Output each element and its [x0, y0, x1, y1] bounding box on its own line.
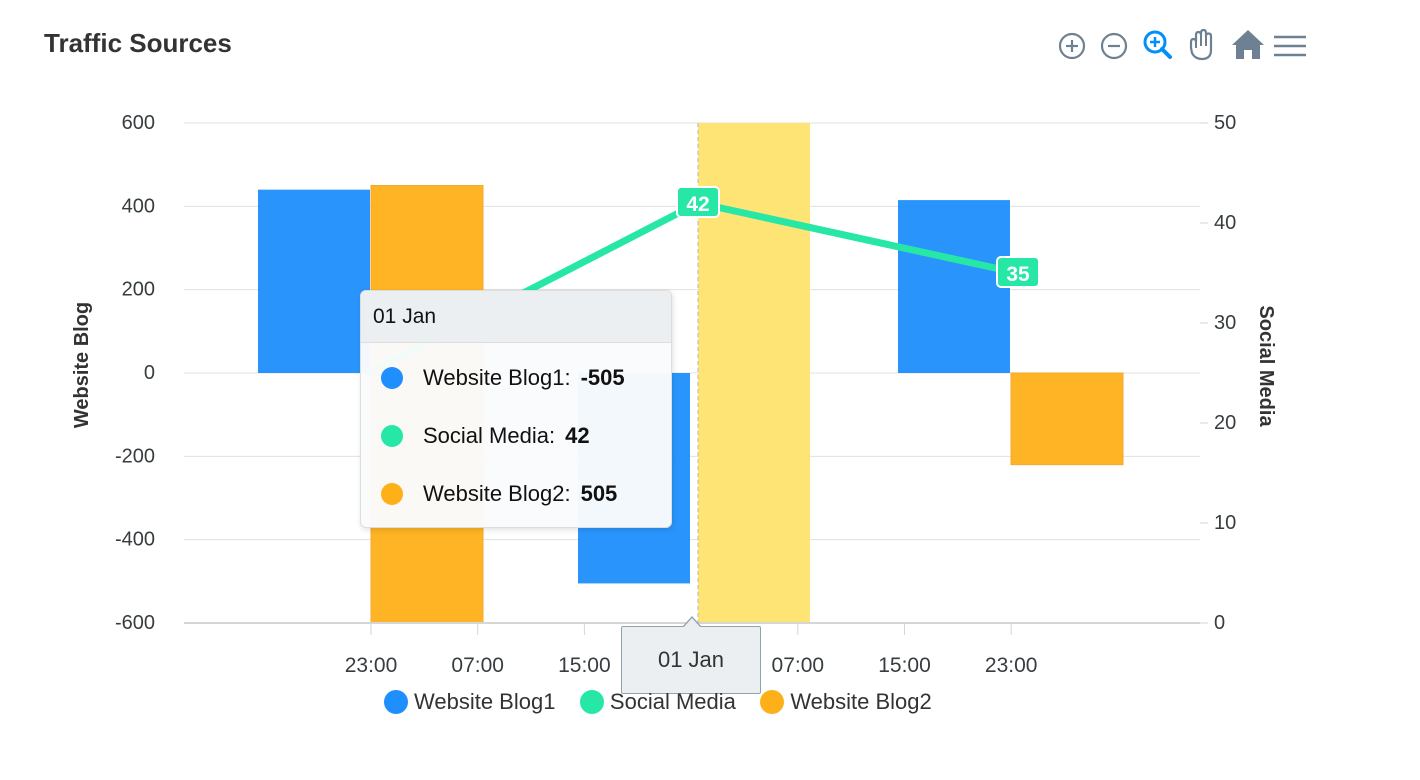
series-marker-icon	[381, 425, 403, 447]
x-tick-label: 07:00	[772, 654, 825, 677]
y2-axis-labels: 50 40 30 20 10 0	[1200, 112, 1236, 634]
x-tick-label: 07:00	[451, 654, 504, 677]
series-marker-icon	[381, 367, 403, 389]
bar-website-blog1	[258, 189, 370, 373]
y-tick-label: -600	[115, 612, 155, 634]
y2-tick-label: 10	[1214, 512, 1236, 534]
x-tick-label: 15:00	[878, 654, 931, 677]
y2-tick-label: 50	[1214, 112, 1236, 134]
y-tick-label: 0	[144, 362, 155, 384]
y2-tick-label: 0	[1214, 612, 1225, 634]
legend-marker-icon	[579, 690, 604, 714]
data-label: 42	[686, 193, 709, 216]
legend-marker-icon	[384, 690, 408, 714]
legend-label: Social Media	[609, 689, 736, 714]
bar-website-blog1	[898, 200, 1010, 373]
menu-button[interactable]	[1272, 26, 1308, 64]
x-tick-label: 23:00	[985, 654, 1038, 677]
data-label-box	[996, 256, 1040, 288]
y-tick-label: 600	[122, 112, 155, 134]
chart-toolbar	[1052, 26, 1312, 66]
tooltip: 01 Jan Website Blog1: -505 Social Media: 4…	[360, 290, 672, 528]
legend-item-website-blog1[interactable]: Website Blog1	[384, 686, 555, 718]
pan-hand-icon	[1189, 28, 1213, 61]
tooltip-value: 505	[580, 481, 618, 506]
y-tick-label: -400	[115, 529, 155, 551]
menu-icon	[1274, 35, 1306, 57]
data-labels: 42 35	[676, 186, 1040, 288]
x-tick-label: 23:00	[345, 654, 398, 677]
data-label: 35	[1006, 263, 1030, 286]
legend-label: Website Blog2	[790, 689, 932, 714]
zoom-out-button[interactable]	[1094, 26, 1130, 64]
y2-axis-title: Social Media	[1255, 305, 1277, 427]
y-tick-label: 200	[122, 279, 155, 301]
legend-item-website-blog2[interactable]: Website Blog2	[760, 686, 932, 718]
tooltip-value: -505	[580, 365, 625, 390]
y-axis-labels: 600 400 200 0 -200 -400 -600	[115, 112, 155, 634]
zoom-in-button[interactable]	[1052, 26, 1088, 64]
series-marker-icon	[381, 483, 403, 505]
selection-zoom-button[interactable]	[1138, 26, 1174, 64]
y-tick-label: 400	[122, 195, 155, 217]
bar-website-blog2	[1010, 372, 1124, 466]
zoom-out-icon	[1100, 32, 1128, 60]
home-icon	[1232, 30, 1264, 59]
x-crosshair-label: 01 Jan	[621, 616, 761, 694]
legend-label: Website Blog1	[414, 689, 556, 714]
data-label-box	[676, 186, 720, 218]
y2-tick-label: 20	[1214, 412, 1236, 434]
x-crosshair-text: 01 Jan	[657, 647, 725, 672]
tooltip-row: Social Media: 42	[381, 421, 590, 451]
y2-tick-label: 40	[1214, 212, 1236, 234]
tooltip-row: Website Blog1: -505	[381, 363, 625, 393]
tooltip-header: 01 Jan	[361, 291, 671, 343]
tooltip-value: 42	[565, 423, 590, 448]
legend-item-social-media[interactable]: Social Media	[579, 686, 736, 718]
reset-zoom-button[interactable]	[1230, 26, 1266, 64]
legend: Website Blog1 Social Media Website Blog2	[384, 686, 952, 718]
tooltip-label: Social Media:	[423, 423, 556, 448]
x-axis-labels: 23:00 07:00 15:00 07:00 15:00 23:00	[345, 654, 1038, 677]
selection-zoom-icon	[1143, 30, 1172, 59]
tooltip-row: Website Blog2: 505	[381, 479, 617, 509]
y-axis-title: Website Blog	[71, 302, 93, 428]
chart-title: Traffic Sources	[44, 28, 232, 58]
y-tick-label: -200	[115, 445, 155, 467]
zoom-in-icon	[1058, 32, 1086, 60]
tooltip-label: Website Blog1:	[423, 365, 571, 390]
legend-marker-icon	[760, 690, 785, 714]
pan-button[interactable]	[1182, 26, 1218, 64]
x-tick-label: 15:00	[558, 654, 611, 677]
tooltip-label: Website Blog2:	[423, 481, 571, 506]
y2-tick-label: 30	[1214, 312, 1236, 334]
